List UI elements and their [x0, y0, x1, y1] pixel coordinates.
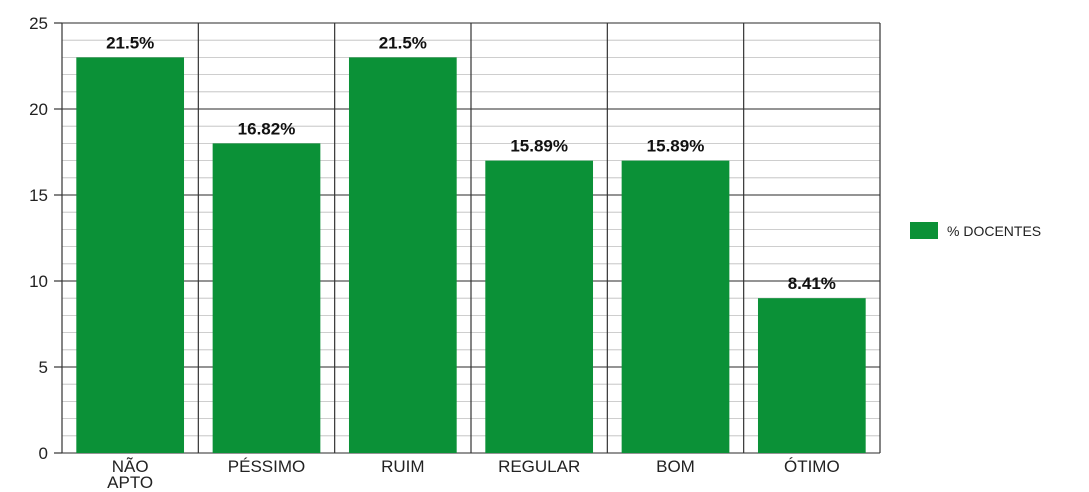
y-tick-label: 20	[29, 100, 48, 119]
x-tick-label: NÃO	[112, 457, 149, 476]
bar	[212, 143, 321, 453]
data-label: 15.89%	[647, 137, 705, 156]
legend: % DOCENTES	[910, 222, 1041, 239]
data-labels: 21.5% 16.82% 21.5% 15.89% 15.89% 8.41%	[106, 33, 836, 293]
x-tick-label: BOM	[656, 457, 695, 476]
bar	[621, 160, 730, 453]
data-label: 15.89%	[510, 137, 568, 156]
y-axis: 0 5 10 15 20 25	[29, 14, 62, 463]
data-label: 8.41%	[788, 274, 836, 293]
legend-label: % DOCENTES	[947, 223, 1041, 239]
data-label: 16.82%	[238, 119, 296, 138]
grid	[61, 22, 881, 454]
x-tick-label: APTO	[107, 473, 153, 492]
bar	[485, 160, 594, 453]
y-tick-label: 5	[39, 358, 48, 377]
legend-swatch	[910, 222, 938, 239]
data-label: 21.5%	[379, 33, 427, 52]
x-tick-label: ÓTIMO	[784, 457, 840, 476]
data-label: 21.5%	[106, 33, 154, 52]
x-tick-label: REGULAR	[498, 457, 580, 476]
bar	[348, 57, 457, 454]
bar	[757, 298, 866, 453]
y-tick-label: 15	[29, 186, 48, 205]
y-tick-label: 25	[29, 14, 48, 33]
bar	[76, 57, 185, 454]
bars	[76, 57, 866, 454]
y-tick-label: 0	[39, 444, 48, 463]
y-tick-label: 10	[29, 272, 48, 291]
x-tick-label: PÉSSIMO	[228, 457, 305, 476]
x-tick-label: RUIM	[381, 457, 424, 476]
